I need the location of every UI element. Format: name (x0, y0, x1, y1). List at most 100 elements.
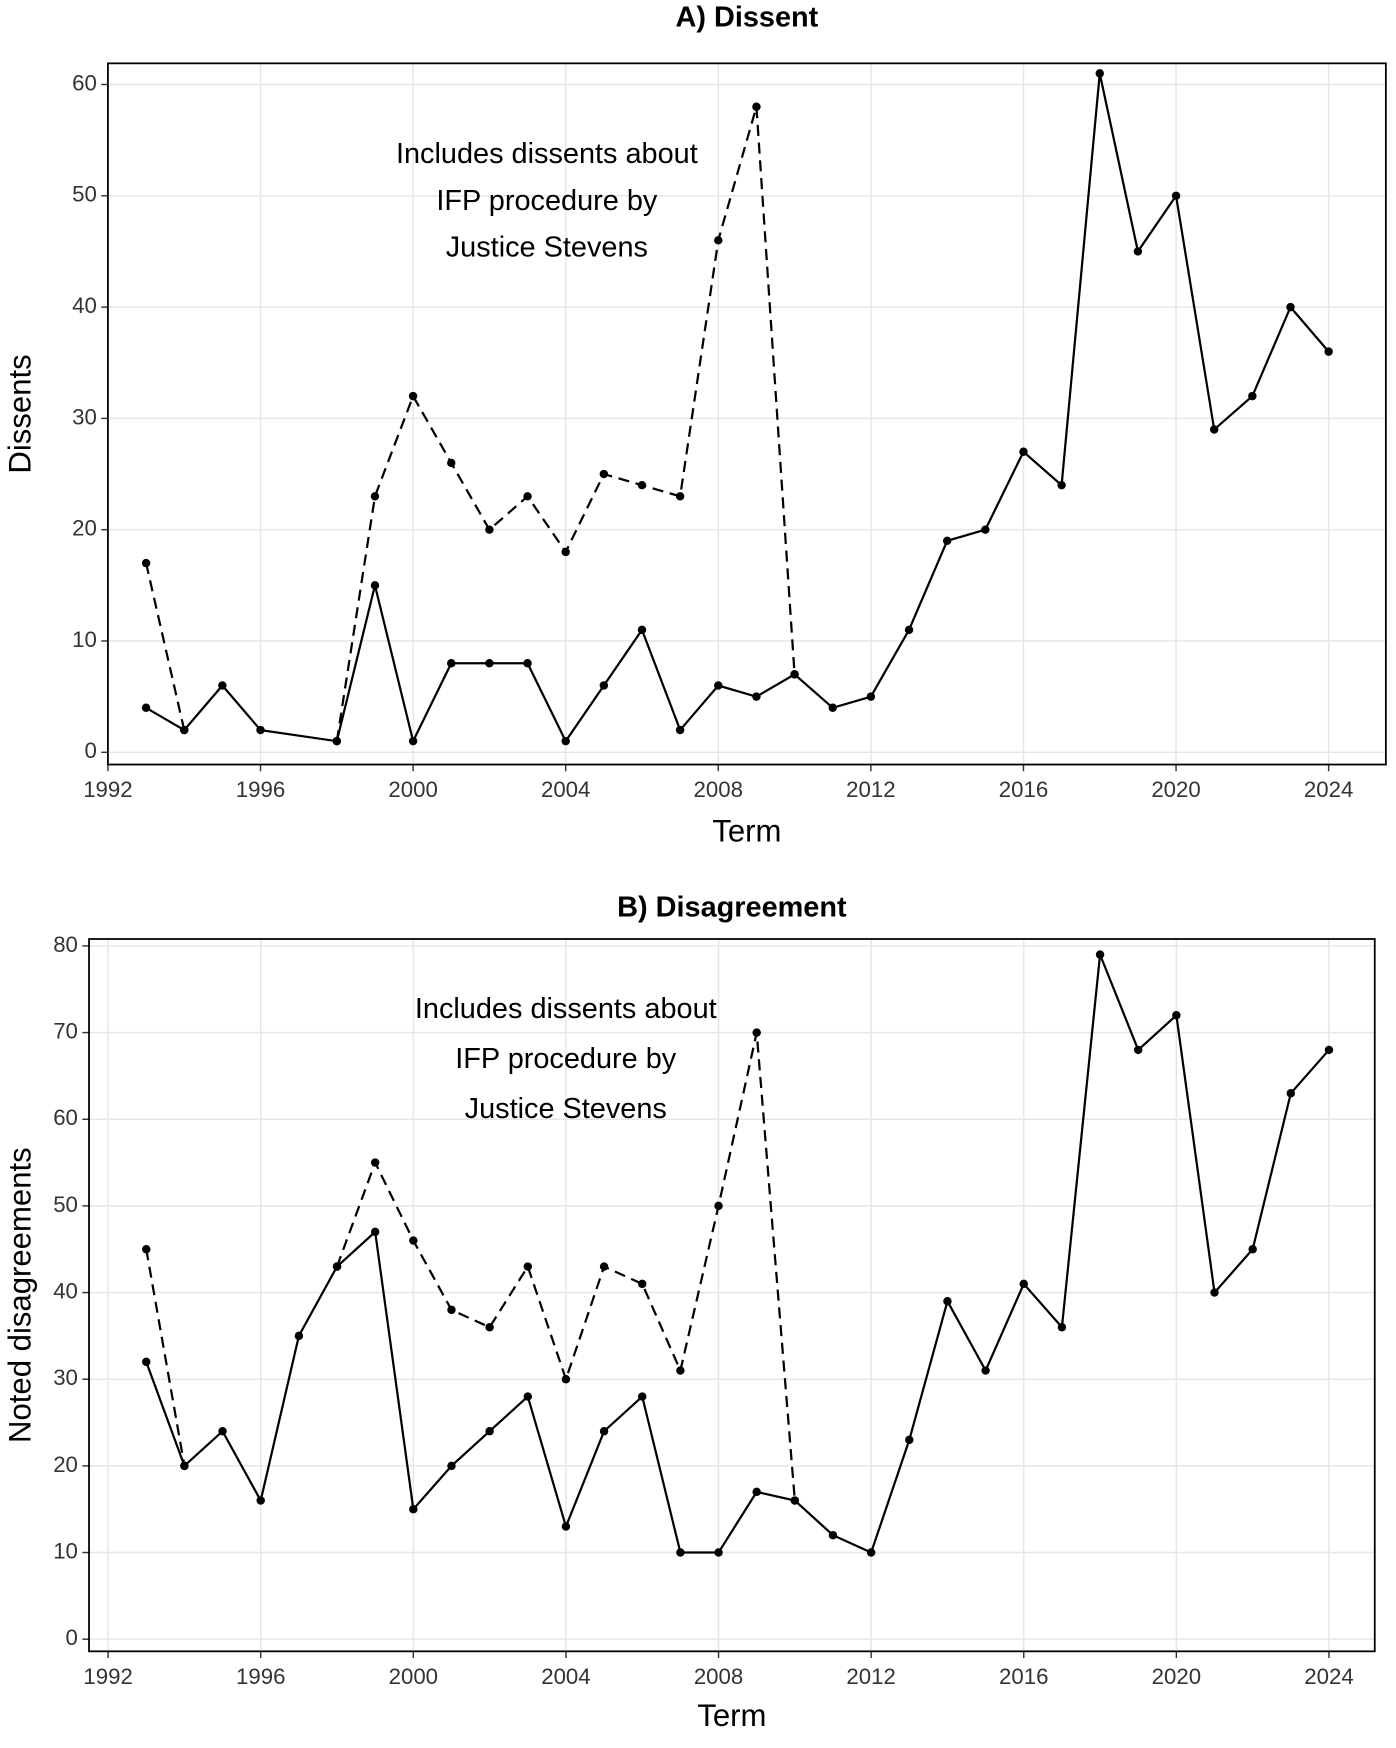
data-point (714, 1201, 723, 1211)
chart-title: B) Disagreement (617, 892, 847, 924)
data-point (485, 659, 494, 668)
y-tick-label: 0 (84, 738, 96, 763)
data-point (790, 1496, 800, 1505)
x-tick-label: 2016 (999, 777, 1048, 802)
data-point (790, 670, 799, 679)
data-point (1057, 480, 1066, 490)
data-point (714, 236, 723, 245)
data-point (1209, 425, 1219, 434)
data-point (561, 1522, 571, 1531)
y-axis-title: Dissents (3, 354, 38, 473)
data-point (332, 736, 342, 746)
data-point (866, 1548, 876, 1557)
x-tick-label: 2024 (1304, 777, 1353, 802)
data-point (676, 1548, 685, 1557)
data-point (1286, 302, 1295, 312)
x-tick-label: 2000 (389, 1664, 438, 1689)
data-point (714, 1548, 723, 1557)
data-point (141, 703, 151, 713)
data-point (599, 1262, 609, 1271)
plot-border (88, 938, 1376, 1653)
x-tick-label: 1996 (236, 777, 285, 802)
y-tick-label: 30 (53, 1365, 78, 1390)
y-axis-title: Noted disagreements (3, 1147, 38, 1443)
data-point (142, 1357, 151, 1367)
data-point (1248, 1245, 1257, 1254)
data-point (409, 1504, 418, 1514)
x-axis-title: Term (712, 814, 781, 849)
data-point (1057, 1323, 1067, 1332)
data-point (752, 102, 761, 111)
x-tick-label: 2024 (1304, 1664, 1353, 1689)
y-tick-label: 60 (53, 1105, 78, 1130)
y-tick-label: 10 (53, 1538, 78, 1563)
y-tick-label: 20 (72, 516, 97, 541)
data-point (638, 1279, 647, 1289)
data-point (714, 681, 723, 690)
x-tick-label: 2004 (541, 1664, 590, 1689)
data-point (408, 391, 418, 401)
annotation: IFP procedure by (455, 1043, 677, 1075)
data-point (447, 659, 456, 668)
x-axis-title: Term (697, 1698, 766, 1733)
data-point (523, 492, 532, 501)
y-tick-label: 50 (72, 182, 97, 207)
data-point (256, 725, 265, 735)
data-point (828, 1530, 838, 1540)
chart-panel: 0 10 20 30 40 50 60 70 80 1992 1996 2000 2004 2008 201… (3, 892, 1376, 1733)
data-point (370, 1158, 380, 1167)
x-tick-label: 2008 (694, 777, 743, 802)
x-tick-label: 2004 (541, 777, 590, 802)
data-point (485, 525, 494, 534)
data-point (599, 1426, 609, 1436)
data-point (599, 469, 609, 479)
data-point (294, 1331, 304, 1341)
x-tick-label: 2008 (694, 1664, 743, 1689)
data-point (676, 1366, 685, 1375)
data-point (179, 725, 189, 735)
data-point (218, 1426, 227, 1436)
data-point (637, 625, 647, 635)
series-line (145, 954, 1330, 1555)
data-point (637, 480, 647, 490)
data-point (981, 1366, 990, 1375)
data-point (943, 1297, 952, 1306)
chart-panel: 0 10 20 30 40 50 60 1992 1996 2000 2004 2008 2012 201… (3, 2, 1387, 849)
data-point (408, 736, 418, 746)
data-point (1324, 1045, 1334, 1055)
data-point (370, 581, 380, 590)
data-point (1210, 1288, 1219, 1297)
x-tick-label: 1992 (83, 777, 132, 802)
data-point (1172, 1011, 1181, 1020)
plot-border (107, 62, 1387, 766)
data-point (828, 703, 837, 713)
data-point (752, 1028, 761, 1037)
data-point (256, 1496, 265, 1505)
x-tick-label: 2020 (1152, 1664, 1201, 1689)
annotation: IFP procedure by (436, 185, 658, 217)
y-tick-label: 20 (53, 1452, 78, 1477)
x-tick-label: 2000 (388, 777, 437, 802)
data-point (561, 1374, 571, 1384)
data-point (1133, 1045, 1143, 1055)
data-point (866, 692, 876, 701)
data-point (599, 681, 609, 690)
data-point (141, 558, 151, 568)
data-point (447, 1461, 456, 1471)
annotation: Includes dissents about (415, 993, 717, 1025)
chart-title: A) Dissent (675, 2, 818, 34)
data-point (561, 547, 570, 557)
x-tick-label: 2020 (1151, 777, 1200, 802)
y-tick-label: 60 (72, 70, 97, 95)
data-point (675, 725, 685, 735)
data-point (1324, 347, 1333, 356)
annotation: Justice Stevens (465, 1093, 667, 1125)
data-point (942, 536, 952, 546)
y-tick-label: 10 (72, 627, 97, 652)
data-point (142, 1245, 151, 1254)
data-point (409, 1236, 418, 1245)
plot-background (107, 63, 1386, 765)
annotation: Justice Stevens (446, 232, 648, 264)
data-point (905, 1435, 914, 1445)
